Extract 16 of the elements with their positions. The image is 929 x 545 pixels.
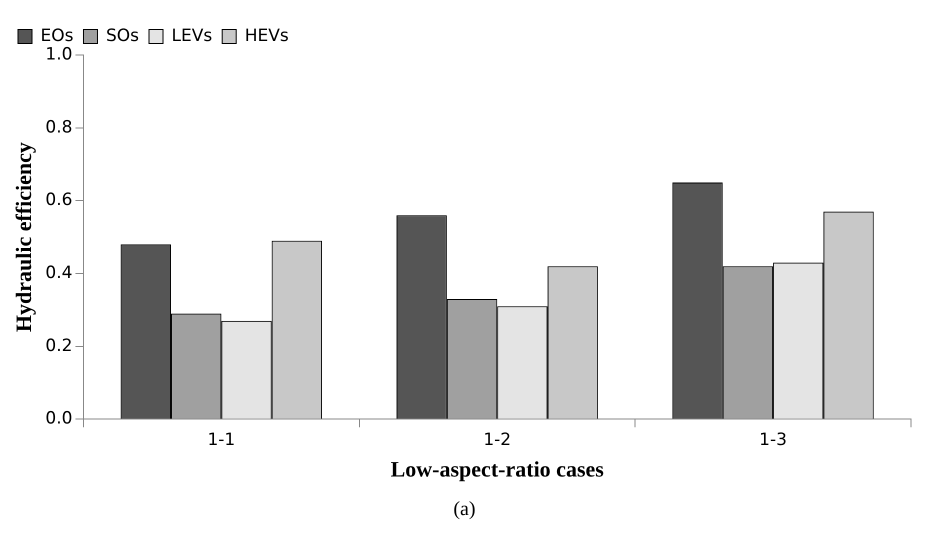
y-tick-label: 0.6: [45, 190, 72, 210]
x-tick-label: 1-3: [759, 430, 787, 450]
text: (a): [452, 498, 477, 521]
legend-label: EOs: [40, 26, 74, 46]
y-tick-label: 1.0: [45, 44, 72, 64]
y-tick-label: 0.4: [45, 262, 72, 283]
x-tick-label: 1-1: [207, 430, 236, 450]
y-tick-label: 0.8: [45, 117, 72, 138]
x-tick-label: 1-2: [483, 430, 512, 450]
legend-label: HEVs: [244, 26, 289, 46]
legend-label: LEVs: [172, 26, 212, 46]
legend-label: SOs: [106, 26, 140, 46]
y-axis-title: Hydraulic efficiency: [10, 142, 36, 332]
y-tick-label: 0.0: [45, 408, 72, 429]
x-axis-title: Low-aspect-ratio cases: [390, 456, 604, 482]
y-tick-label: 0.2: [45, 336, 72, 356]
